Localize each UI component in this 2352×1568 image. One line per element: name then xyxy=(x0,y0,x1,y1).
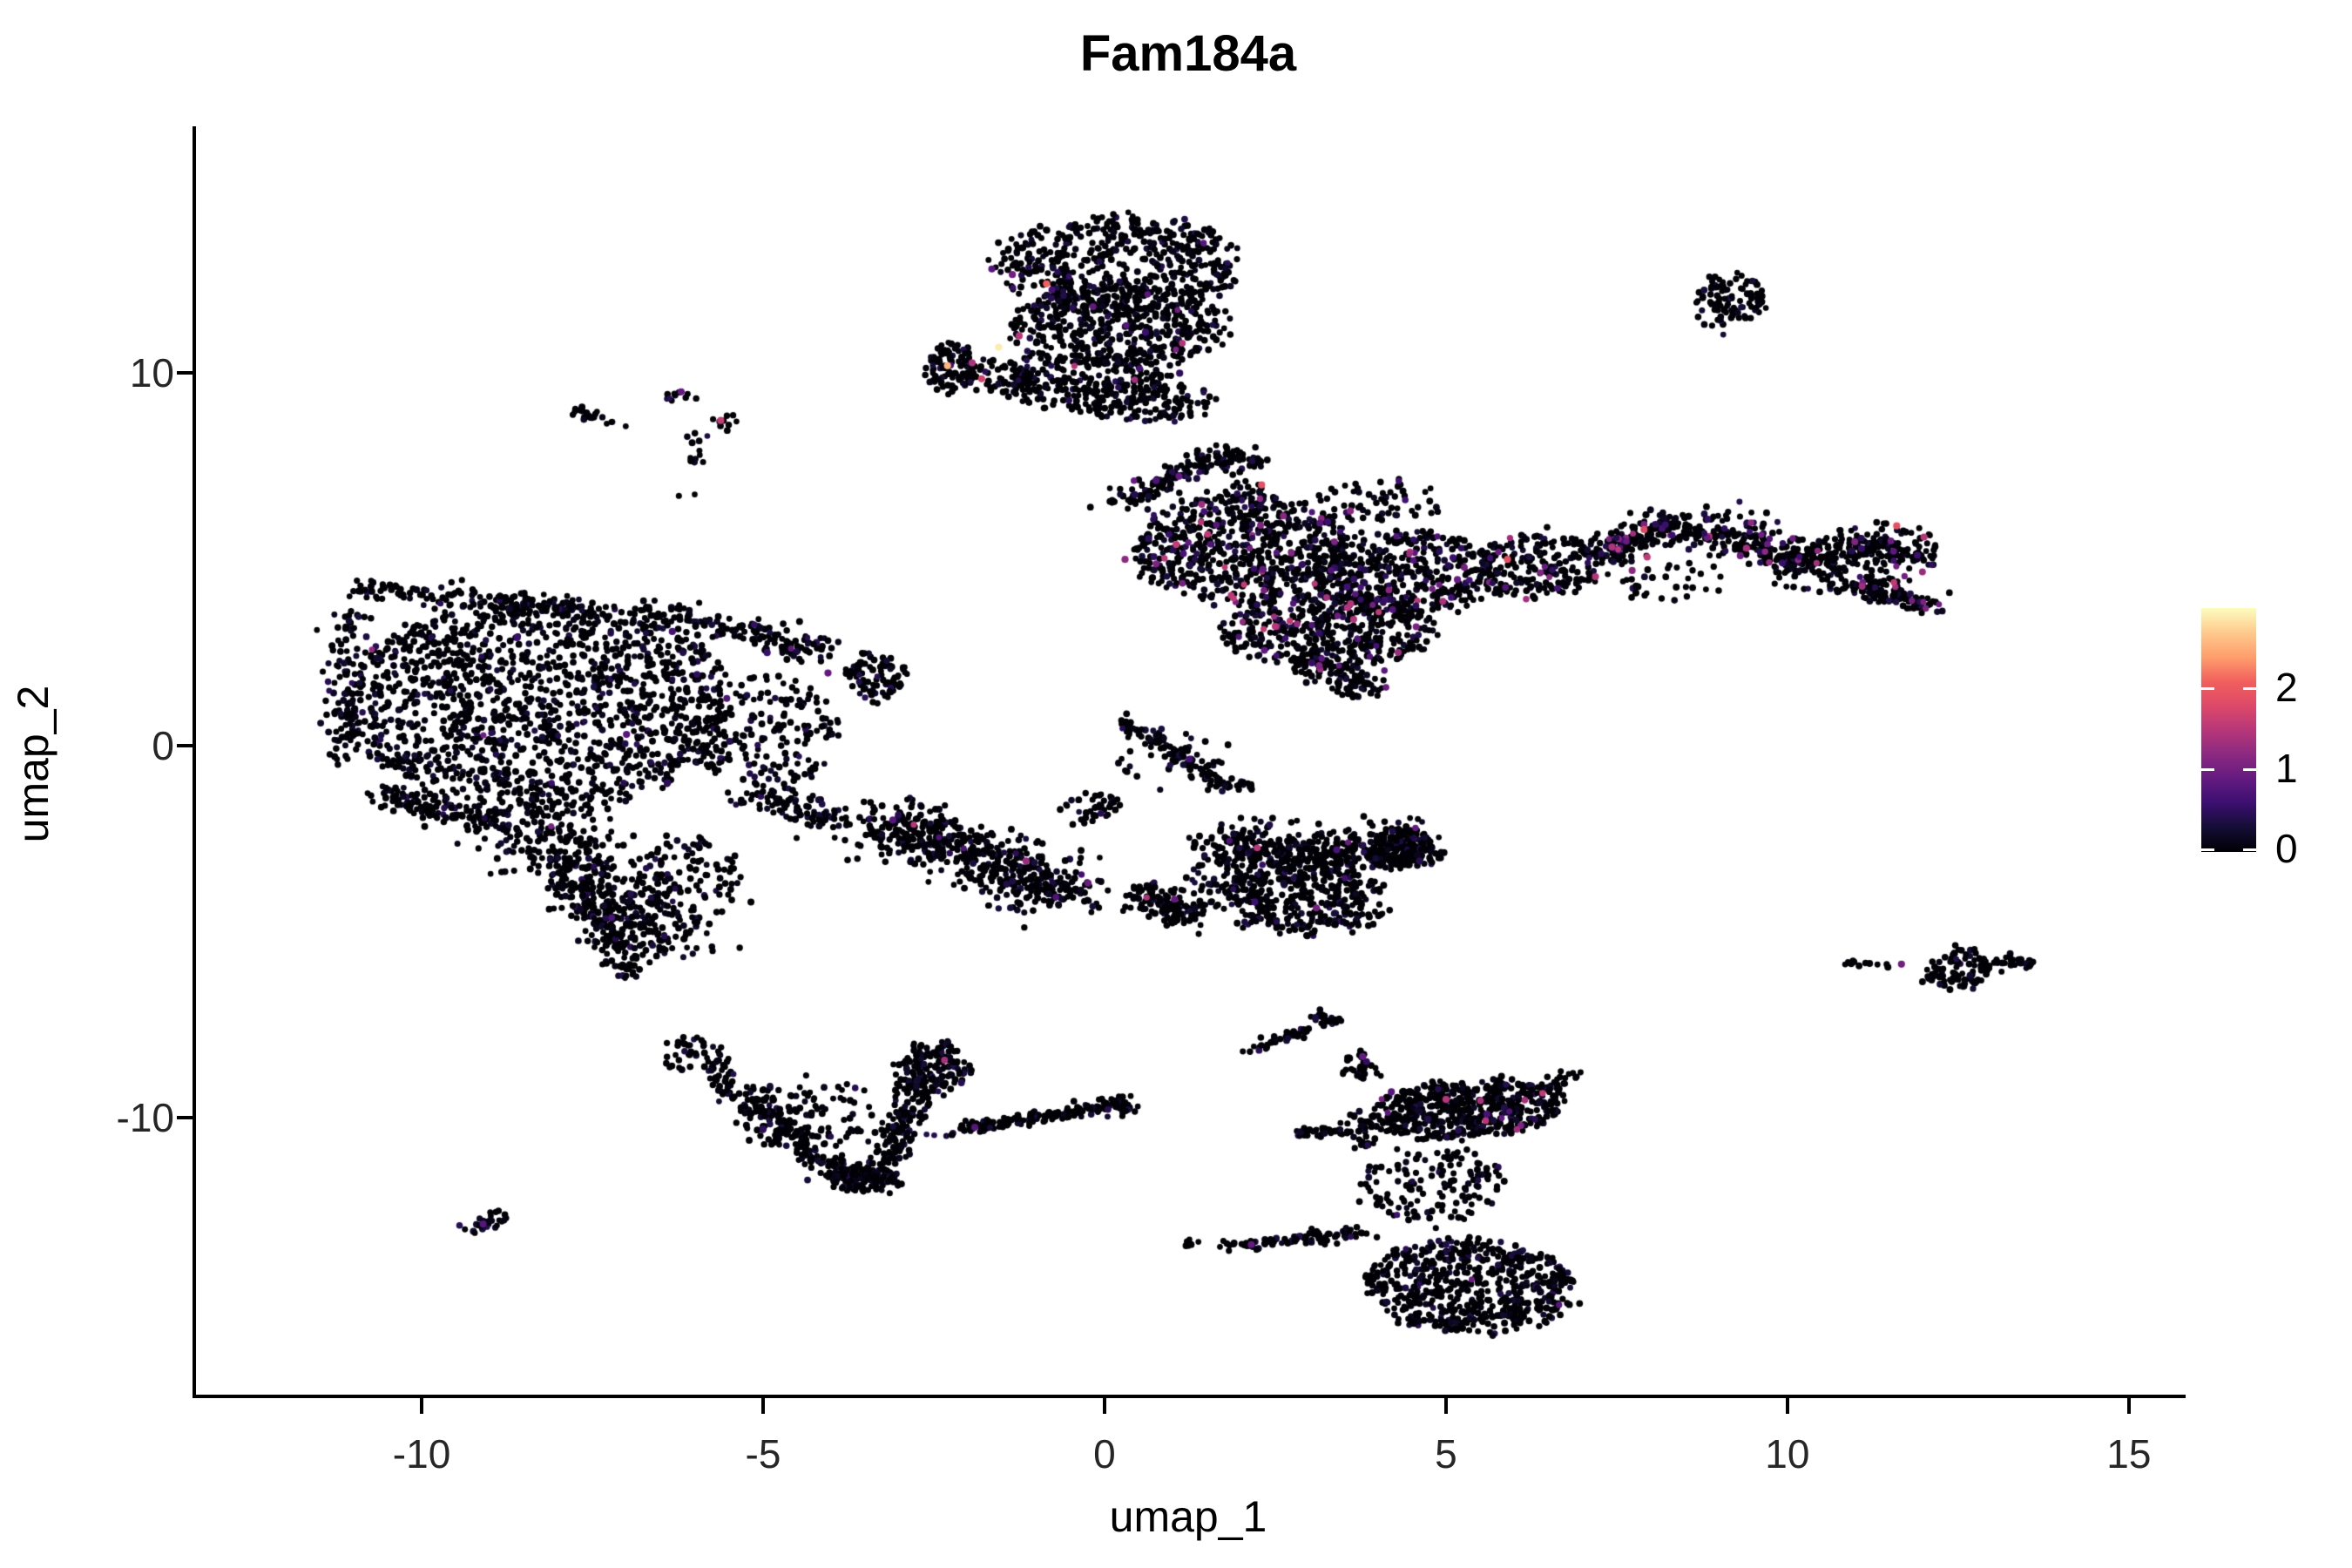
colorbar-tick xyxy=(2243,687,2256,691)
x-tick-label: -10 xyxy=(392,1431,451,1477)
x-tick-label: 15 xyxy=(2106,1431,2152,1477)
x-tick-label: 5 xyxy=(1435,1431,1457,1477)
x-tick xyxy=(420,1398,424,1414)
y-tick-label: 10 xyxy=(129,350,174,396)
y-tick-label: 0 xyxy=(152,722,174,768)
x-tick xyxy=(1785,1398,1789,1414)
y-tick xyxy=(177,743,193,747)
x-tick xyxy=(2126,1398,2131,1414)
x-tick-label: -5 xyxy=(745,1431,781,1477)
y-tick-label: -10 xyxy=(116,1095,174,1141)
x-axis-title: umap_1 xyxy=(1109,1492,1267,1541)
y-axis-line xyxy=(193,126,196,1398)
y-tick xyxy=(177,1116,193,1120)
colorbar-label: 2 xyxy=(2275,665,2298,711)
colorbar-gradient xyxy=(2201,608,2256,852)
colorbar-tick xyxy=(2201,687,2214,691)
x-axis-line xyxy=(193,1395,2186,1398)
colorbar-label: 0 xyxy=(2275,825,2298,871)
x-tick xyxy=(761,1398,765,1414)
x-tick-label: 0 xyxy=(1093,1431,1116,1477)
colorbar-tick xyxy=(2243,848,2256,851)
colorbar-tick xyxy=(2201,767,2214,771)
colorbar-tick xyxy=(2201,848,2214,851)
colorbar-label: 1 xyxy=(2275,745,2298,791)
plot-title: Fam184a xyxy=(1079,25,1297,82)
y-axis-title: umap_2 xyxy=(9,685,57,843)
y-tick xyxy=(177,371,193,375)
colorbar-tick xyxy=(2243,767,2256,771)
x-tick-label: 10 xyxy=(1765,1431,1810,1477)
x-tick xyxy=(1102,1398,1106,1414)
x-tick xyxy=(1443,1398,1448,1414)
